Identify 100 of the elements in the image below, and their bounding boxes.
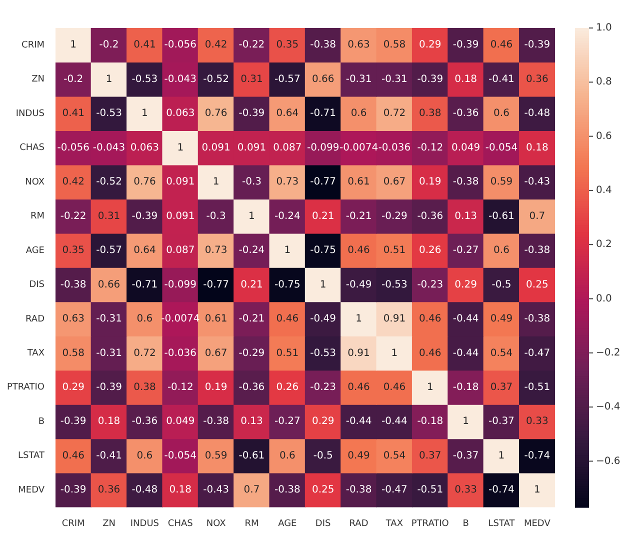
- data-label: 0.46: [348, 382, 370, 393]
- data-label: 1: [248, 210, 255, 222]
- data-label: -0.38: [274, 484, 300, 496]
- data-label: 0.35: [62, 245, 84, 256]
- data-label: -0.24: [274, 210, 300, 222]
- data-label: 0.61: [204, 314, 228, 325]
- color-bar-label: 1.0: [596, 22, 612, 34]
- data-label: 0.21: [240, 279, 263, 290]
- data-label: -0.22: [60, 210, 86, 222]
- data-label: -0.36: [132, 416, 158, 428]
- data-label: 0.6: [494, 245, 510, 256]
- data-label: -0.5: [313, 450, 333, 462]
- color-bar-label: −0.4: [596, 402, 620, 413]
- data-label: 0.38: [418, 108, 442, 120]
- data-label: -0.44: [346, 416, 372, 428]
- data-label: 1: [177, 142, 184, 154]
- data-label: -0.39: [524, 40, 550, 51]
- data-label: 1: [70, 40, 77, 51]
- data-label: 0.67: [204, 348, 228, 359]
- data-label: 0.29: [62, 382, 84, 393]
- data-label: -0.054: [164, 450, 197, 462]
- data-label: -0.27: [274, 416, 300, 428]
- x-tick-label: PTRATIO: [411, 518, 449, 529]
- data-label: 0.54: [383, 450, 406, 462]
- x-tick-label: RM: [244, 518, 259, 529]
- data-label: -0.29: [382, 210, 408, 222]
- data-label: 0.26: [418, 245, 442, 256]
- data-label: 0.63: [348, 40, 370, 51]
- data-label: -0.21: [346, 210, 372, 222]
- y-tick-label: CRIM: [22, 40, 45, 50]
- data-label: 1: [284, 245, 291, 256]
- y-tick-label: TAX: [26, 348, 45, 359]
- color-bar-label: 0.6: [596, 130, 612, 142]
- data-label: 0.33: [526, 416, 548, 428]
- y-tick-label: NOX: [25, 177, 45, 188]
- x-tick-label: DIS: [315, 518, 332, 529]
- data-label: 0.091: [202, 142, 230, 154]
- data-label: 0.19: [204, 382, 228, 393]
- data-label: 0.7: [529, 210, 546, 222]
- data-label: 0.49: [348, 450, 370, 462]
- data-label: 1: [534, 484, 540, 496]
- data-label: -0.043: [164, 74, 197, 85]
- y-tick-label: AGE: [26, 246, 45, 256]
- data-label: 0.087: [273, 142, 302, 154]
- color-bar-label: 0.8: [596, 76, 612, 88]
- data-label: 0.18: [454, 74, 477, 85]
- data-label: 0.46: [62, 450, 84, 462]
- data-label: -0.39: [238, 108, 265, 120]
- x-tick-label: CHAS: [168, 518, 194, 529]
- data-label: -0.41: [488, 74, 514, 85]
- color-bar-label: −0.6: [596, 456, 620, 467]
- data-label: -0.12: [167, 382, 194, 393]
- data-label: 0.67: [383, 176, 406, 188]
- data-label: -0.21: [238, 314, 265, 325]
- data-label: -0.53: [132, 74, 158, 85]
- data-label: 0.091: [166, 210, 195, 222]
- data-label: 0.91: [383, 314, 406, 325]
- x-tick-label: AGE: [278, 518, 298, 529]
- data-label: 0.49: [490, 314, 513, 325]
- data-label: 0.41: [134, 40, 156, 51]
- data-label: -0.39: [452, 40, 479, 51]
- data-label: 0.42: [204, 40, 228, 51]
- data-label: -0.043: [92, 142, 126, 154]
- data-label: -0.53: [310, 348, 336, 359]
- y-tick-label: RAD: [26, 314, 45, 324]
- x-tick-label: CRIM: [62, 518, 85, 529]
- x-tick-label: MEDV: [524, 518, 552, 529]
- data-label: 0.13: [240, 416, 263, 428]
- data-label: -0.51: [417, 484, 444, 496]
- data-label: -0.036: [164, 348, 197, 359]
- y-tick-label: MEDV: [18, 485, 46, 496]
- data-label: 0.46: [418, 314, 442, 325]
- data-label: -0.77: [203, 279, 229, 290]
- data-label: -0.036: [378, 142, 411, 154]
- data-label: -0.75: [310, 245, 336, 256]
- data-label: -0.38: [452, 176, 479, 188]
- data-label: -0.0074: [161, 314, 200, 325]
- data-label: -0.18: [417, 416, 444, 428]
- data-label: -0.47: [382, 484, 408, 496]
- data-label: 0.91: [348, 348, 370, 359]
- data-label: 1: [320, 279, 326, 290]
- data-label: 0.063: [166, 108, 195, 120]
- data-label: 0.66: [312, 74, 334, 85]
- data-label: 0.58: [383, 40, 406, 51]
- data-label: 0.59: [490, 176, 513, 188]
- data-label: -0.3: [242, 176, 262, 188]
- data-label: -0.48: [524, 108, 550, 120]
- x-tick-label: INDUS: [130, 518, 160, 529]
- data-label: -0.44: [382, 416, 408, 428]
- data-label: 0.18: [526, 142, 548, 154]
- data-label: -0.24: [238, 245, 265, 256]
- data-label: 0.29: [418, 40, 442, 51]
- data-label: 0.66: [98, 279, 120, 290]
- data-label: 0.19: [418, 176, 442, 188]
- data-label: 1: [498, 450, 505, 462]
- data-label: -0.43: [203, 484, 229, 496]
- data-label: -0.53: [382, 279, 408, 290]
- data-label: 0.063: [130, 142, 160, 154]
- data-label: -0.49: [346, 279, 372, 290]
- data-label: 0.76: [204, 108, 228, 120]
